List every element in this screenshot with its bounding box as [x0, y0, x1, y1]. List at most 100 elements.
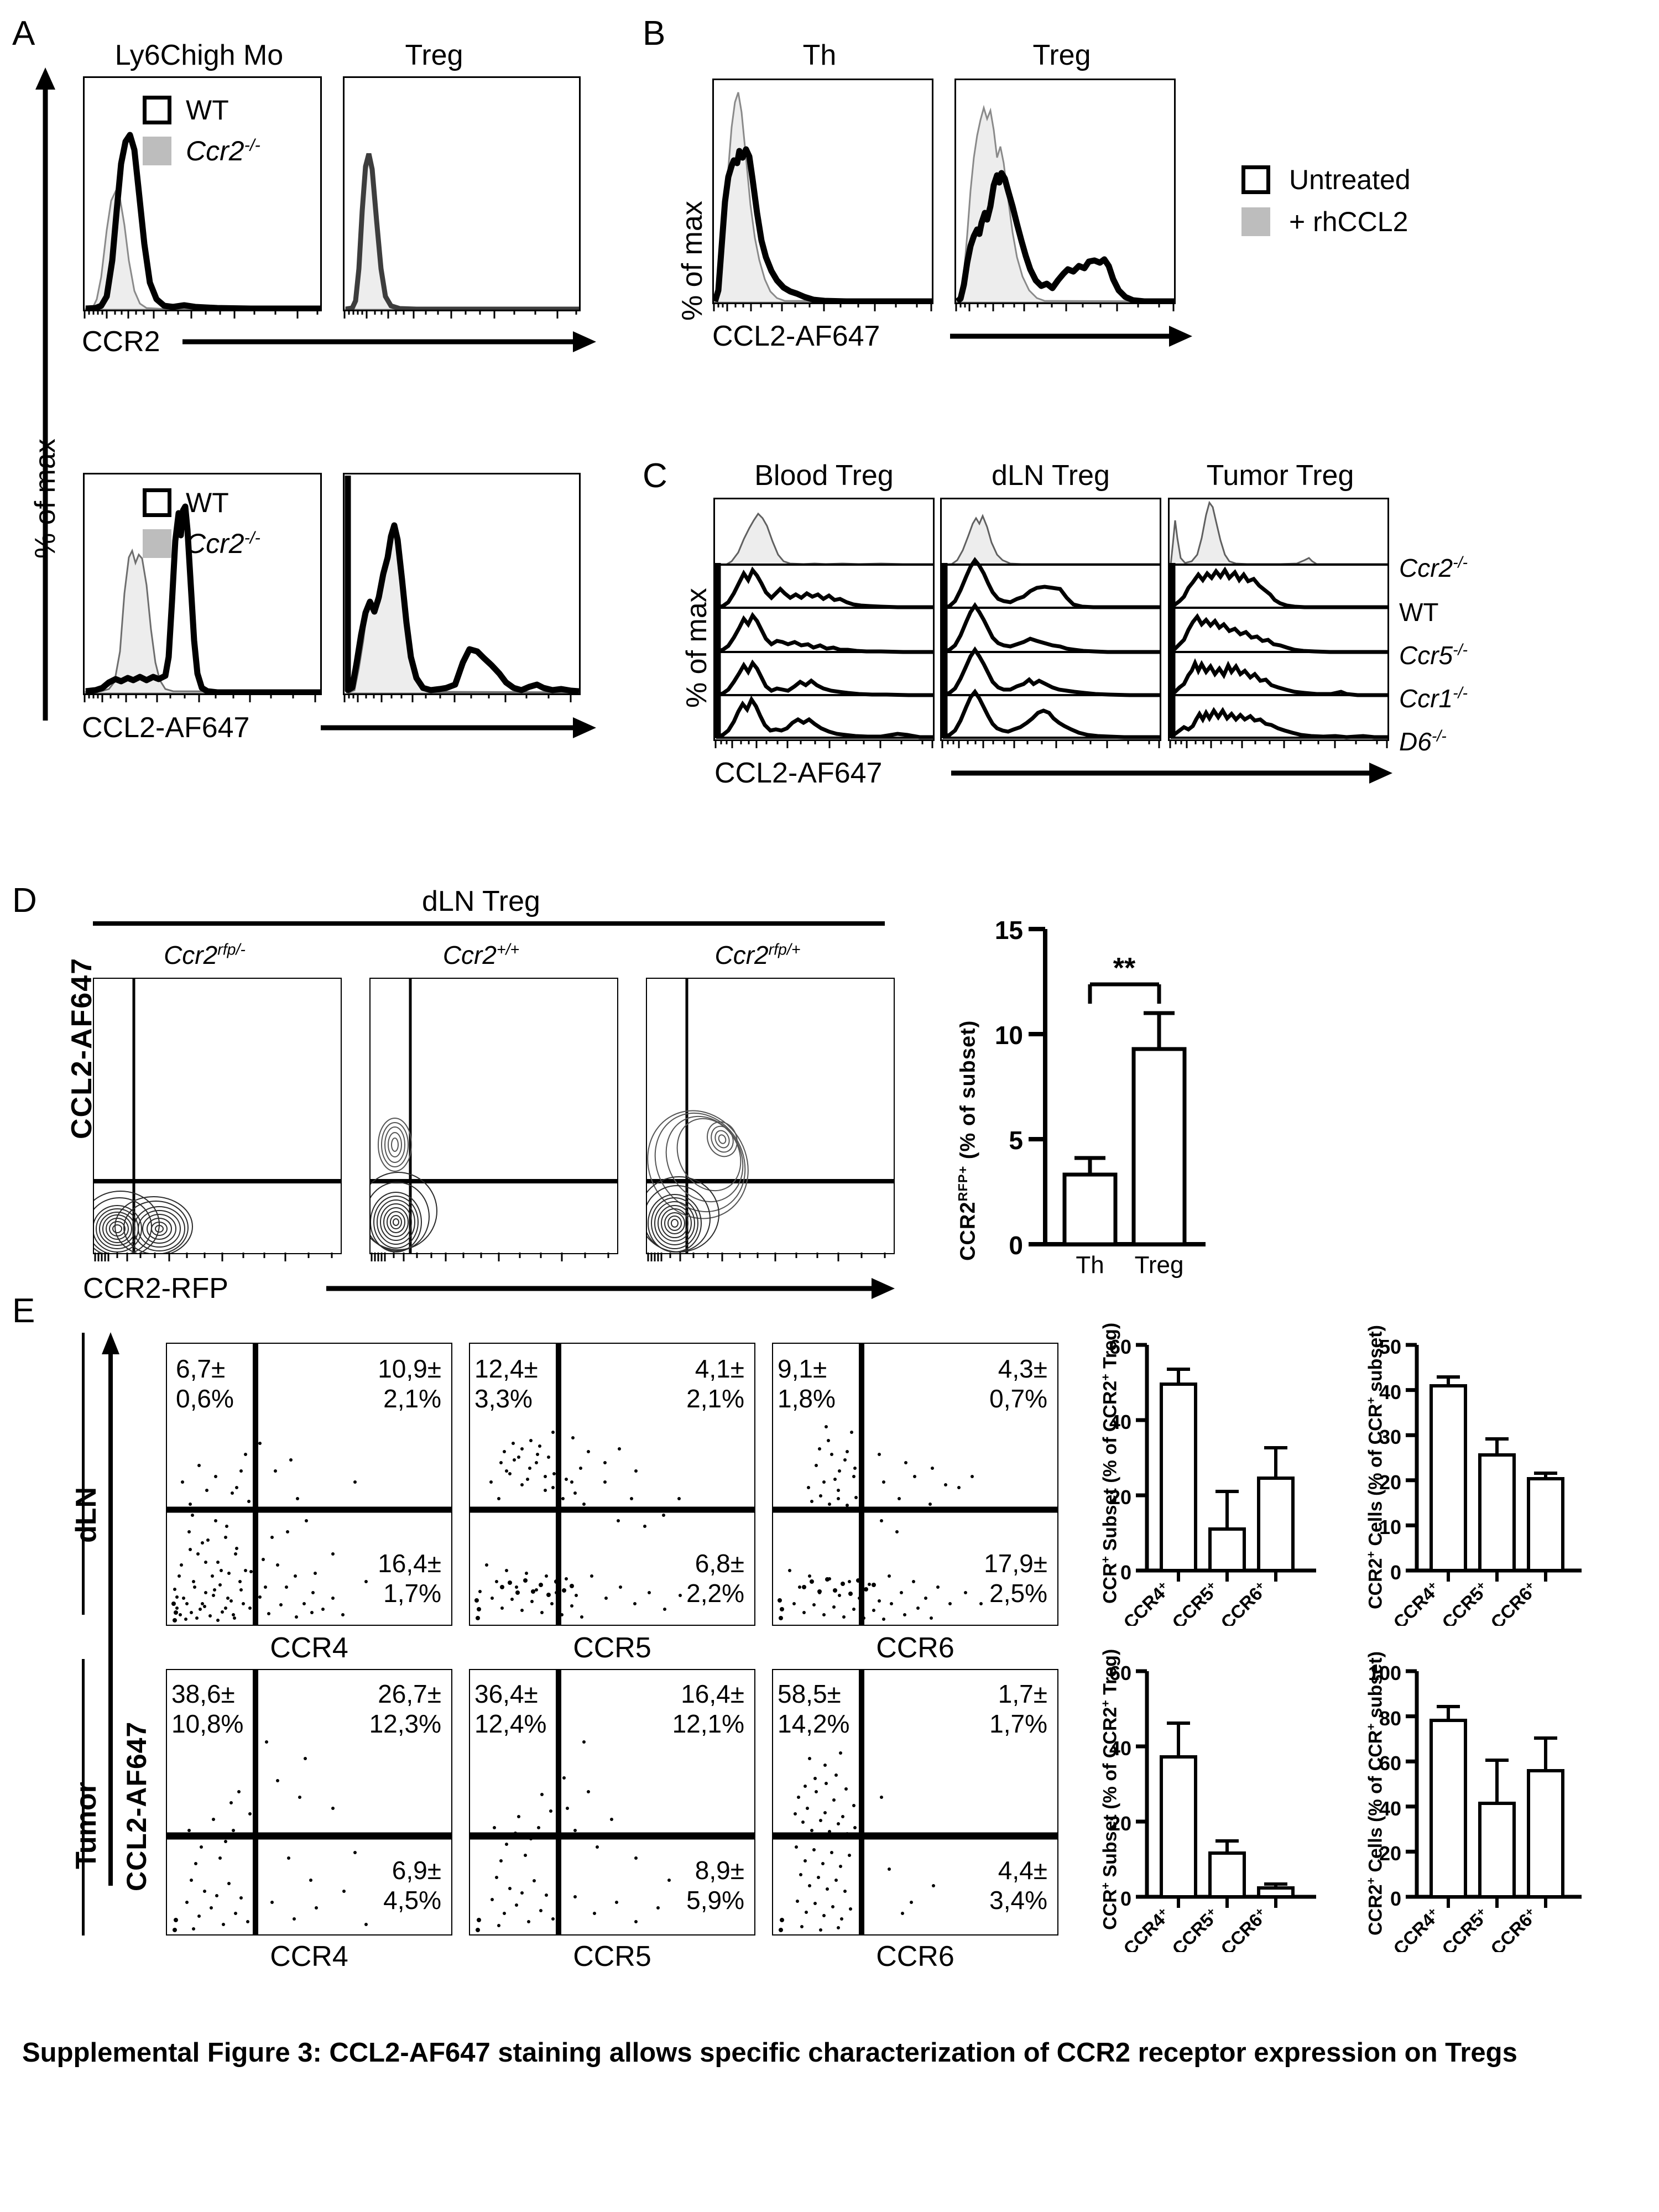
svg-text:CCR6+: CCR6+: [1217, 1905, 1271, 1952]
panel-e-quad-lr-dln-ccr6: 17,9± 2,5%: [984, 1549, 1047, 1608]
panel-e-barchart-tumor-ccr2cells[interactable]: 100 80 60 40 20 0 CCR4+ CCR5+ CCR6+: [1366, 1665, 1598, 1952]
svg-text:50: 50: [1379, 1338, 1401, 1358]
svg-text:80: 80: [1379, 1707, 1401, 1730]
panel-c-hist-blood[interactable]: [713, 498, 935, 741]
panel-c-hist-tumor[interactable]: [1168, 498, 1389, 741]
panel-e-quad-lr-tumor-ccr4: 6,9± 4,5%: [383, 1856, 441, 1915]
panel-d-group-rule: [93, 921, 885, 926]
panel-d-contour-rfp-pos[interactable]: [646, 978, 895, 1254]
panel-e-letter: E: [12, 1292, 35, 1330]
svg-text:60: 60: [1109, 1338, 1131, 1358]
panel-e-dotplot-tumor-ccr4[interactable]: [166, 1669, 452, 1936]
panel-d-contour2-xticks: [371, 1253, 609, 1261]
panel-e-bar4-y-label: CCR2+ Cells (% of CCR+ subset): [1365, 1651, 1386, 1936]
panel-b-x-arrow: [950, 326, 1192, 347]
panel-b-title-treg: Treg: [1032, 39, 1091, 71]
panel-e-xlabel-tumor-ccr5: CCR5: [573, 1940, 651, 1973]
panel-d-bar-y-label: CCR2RFP+ (% of subset): [956, 1020, 980, 1261]
panel-e-xlabel-tumor-ccr6: CCR6: [876, 1940, 954, 1973]
svg-text:20: 20: [1379, 1842, 1401, 1865]
svg-text:CCR5+: CCR5+: [1438, 1905, 1493, 1952]
svg-text:CCR5+: CCR5+: [1168, 1578, 1223, 1626]
panel-a-top-x-label: CCR2: [82, 326, 160, 358]
panel-d-contour-wt[interactable]: [369, 978, 618, 1254]
panel-d-barchart[interactable]: 15 10 5 0 ** Th Treg: [940, 912, 1283, 1300]
panel-d-group-title: dLN Treg: [422, 885, 540, 917]
panel-c-blood-xticks: [714, 739, 933, 748]
panel-d-contour3-xticks: [647, 1253, 886, 1261]
panel-a-legend2-wt: WT: [186, 487, 229, 518]
svg-text:20: 20: [1109, 1486, 1131, 1509]
legend-swatch-open-icon: [1241, 165, 1270, 194]
panel-e-dotplot-dln-ccr5[interactable]: [469, 1343, 755, 1626]
svg-text:40: 40: [1379, 1381, 1401, 1404]
panel-e-dotplot-tumor-ccr5[interactable]: [469, 1669, 755, 1936]
legend-swatch-open-icon: [143, 488, 171, 517]
panel-a-title-treg: Treg: [405, 39, 463, 71]
panel-e-dln-bracket: [82, 1333, 85, 1615]
panel-c-row-label-wt: WT: [1399, 598, 1439, 627]
panel-a-bottom-x-label: CCL2-AF647: [82, 712, 250, 744]
figure-caption: Supplemental Figure 3: CCL2-AF647 staini…: [22, 2038, 1517, 2068]
svg-text:0: 0: [1009, 1231, 1023, 1260]
svg-text:0: 0: [1120, 1887, 1131, 1910]
panel-e-quad-ul-tumor-ccr5: 36,4± 12,4%: [474, 1679, 547, 1739]
svg-text:CCR6+: CCR6+: [1486, 1578, 1541, 1626]
legend-swatch-filled-icon: [143, 529, 171, 558]
legend-swatch-filled-icon: [1241, 207, 1270, 236]
panel-c-row-label-d6ko: D6-/-: [1399, 727, 1447, 756]
panel-b-hist-treg[interactable]: [954, 79, 1176, 304]
svg-text:5: 5: [1009, 1126, 1023, 1155]
panel-d-x-label: CCR2-RFP: [83, 1272, 228, 1305]
panel-a-top-x-arrow: [182, 331, 596, 352]
legend-swatch-filled-icon: [143, 137, 171, 165]
panel-a-y-arrow: [35, 67, 55, 721]
svg-text:CCR5+: CCR5+: [1168, 1905, 1223, 1952]
panel-e-quad-ul-tumor-ccr6: 58,5± 14,2%: [778, 1679, 850, 1739]
panel-b-y-label: % of max: [676, 201, 708, 321]
panel-a-legend2-ccr2ko: Ccr2-/-: [186, 528, 260, 559]
panel-a-hist-treg-ccr2[interactable]: [343, 76, 581, 311]
panel-e-barchart-dln-ccr2cells[interactable]: 50 40 30 20 10 0 CCR4+ CCR5+ CCR6+: [1366, 1338, 1598, 1626]
panel-e-quad-ul-dln-ccr4: 6,7± 0,6%: [176, 1354, 234, 1413]
svg-text:**: **: [1113, 952, 1136, 984]
panel-a-hist-ly6c-ccr2[interactable]: [83, 76, 322, 311]
svg-text:CCR4+: CCR4+: [1119, 1578, 1174, 1626]
panel-a-hist-ly6c-ccl2[interactable]: [83, 473, 322, 695]
svg-text:60: 60: [1379, 1752, 1401, 1775]
panel-e-dotplot-dln-ccr6[interactable]: [772, 1343, 1058, 1626]
panel-d-x-arrow: [326, 1278, 895, 1299]
panel-e-barchart-dln-subset[interactable]: 60 40 20 0 CCR4+ CCR5+ CCR6+: [1100, 1338, 1333, 1626]
panel-a-title-ly6c: Ly6Chigh Mo: [114, 39, 284, 71]
svg-text:0: 0: [1390, 1887, 1401, 1910]
panel-e-xlabel-dln-ccr4: CCR4: [270, 1632, 348, 1664]
panel-e-dotplot-dln-ccr4[interactable]: [166, 1343, 452, 1626]
panel-c-title-blood: Blood Treg: [754, 460, 894, 492]
panel-e-barchart-tumor-subset[interactable]: 60 40 20 0 CCR4+ CCR5+ CCR6+: [1100, 1665, 1333, 1952]
panel-a-hist-treg-ccl2[interactable]: [343, 473, 581, 695]
panel-c-hist-dln[interactable]: [940, 498, 1161, 741]
panel-e-quad-lr-tumor-ccr5: 8,9± 5,9%: [686, 1856, 744, 1915]
panel-b-hist-th[interactable]: [712, 79, 933, 304]
panel-e-quad-ul-dln-ccr6: 9,1± 1,8%: [778, 1354, 836, 1413]
panel-a-legend-ccr2ko: Ccr2-/-: [186, 135, 260, 166]
panel-e-quad-ur-tumor-ccr6: 1,7± 1,7%: [989, 1679, 1047, 1739]
panel-b-hist-th-xticks: [713, 302, 932, 311]
panel-c-tumor-xticks: [1169, 739, 1388, 748]
panel-e-dotplot-tumor-ccr6[interactable]: [772, 1669, 1058, 1936]
panel-d-contour-rfp-neg[interactable]: [93, 978, 342, 1254]
panel-e-quad-ur-dln-ccr6: 4,3± 0,7%: [989, 1354, 1047, 1413]
panel-c-title-dln: dLN Treg: [992, 460, 1110, 492]
panel-e-quad-lr-dln-ccr4: 16,4± 1,7%: [378, 1549, 441, 1608]
svg-text:CCR4+: CCR4+: [1119, 1905, 1174, 1952]
panel-e-quad-lr-dln-ccr5: 6,8± 2,2%: [686, 1549, 744, 1608]
panel-b-title-th: Th: [802, 39, 837, 71]
panel-d-title-rfp-neg: Ccr2rfp/-: [164, 941, 246, 969]
panel-b-letter: B: [643, 14, 666, 53]
panel-e-xlabel-dln-ccr6: CCR6: [876, 1632, 954, 1664]
svg-text:0: 0: [1120, 1561, 1131, 1584]
panel-e-row-label-dln: dLN: [70, 1486, 102, 1543]
svg-text:100: 100: [1368, 1665, 1401, 1684]
panel-d-letter: D: [12, 881, 37, 920]
panel-a-top-legend: WT Ccr2-/-: [143, 94, 260, 167]
